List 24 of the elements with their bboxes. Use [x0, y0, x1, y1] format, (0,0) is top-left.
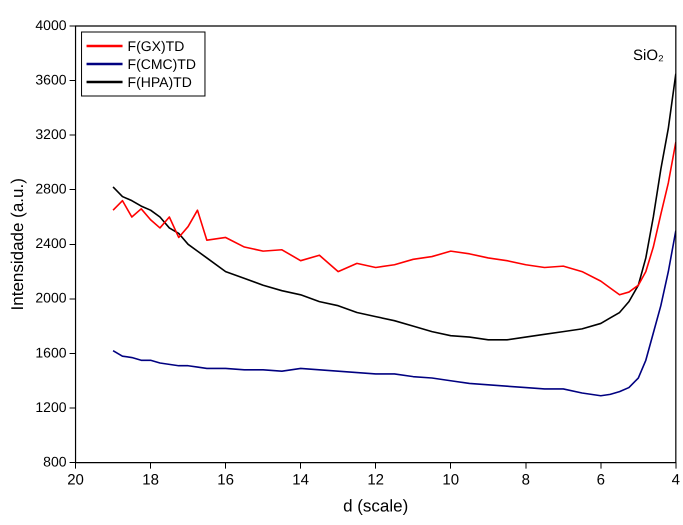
y-tick-label: 2400: [35, 235, 67, 252]
legend-label: F(GX)TD: [128, 38, 184, 54]
x-tick-label: 16: [217, 472, 234, 489]
x-tick-label: 10: [442, 472, 460, 489]
y-tick-label: 3200: [35, 126, 67, 142]
y-axis-title: Intensidade (a.u.): [8, 178, 27, 310]
x-tick-label: 8: [522, 472, 530, 489]
x-tick-label: 4: [672, 472, 680, 489]
x-tick-label: 14: [292, 472, 309, 489]
y-tick-label: 1200: [35, 398, 67, 415]
y-tick-label: 2000: [35, 290, 67, 306]
x-tick-label: 12: [367, 472, 384, 489]
x-tick-label: 18: [142, 472, 159, 489]
y-tick-label: 1600: [35, 344, 67, 360]
x-tick-label: 20: [67, 472, 84, 489]
y-tick-label: 3600: [35, 71, 67, 88]
x-tick-label: 6: [596, 472, 605, 489]
annotation: SiO₂: [633, 47, 664, 64]
legend-label: F(CMC)TD: [128, 56, 196, 72]
y-tick-label: 800: [43, 453, 67, 470]
y-tick-label: 2800: [35, 180, 67, 197]
x-axis-title: d (scale): [343, 496, 408, 516]
y-tick-label: 4000: [35, 16, 67, 33]
legend-label: F(HPA)TD: [128, 74, 192, 90]
